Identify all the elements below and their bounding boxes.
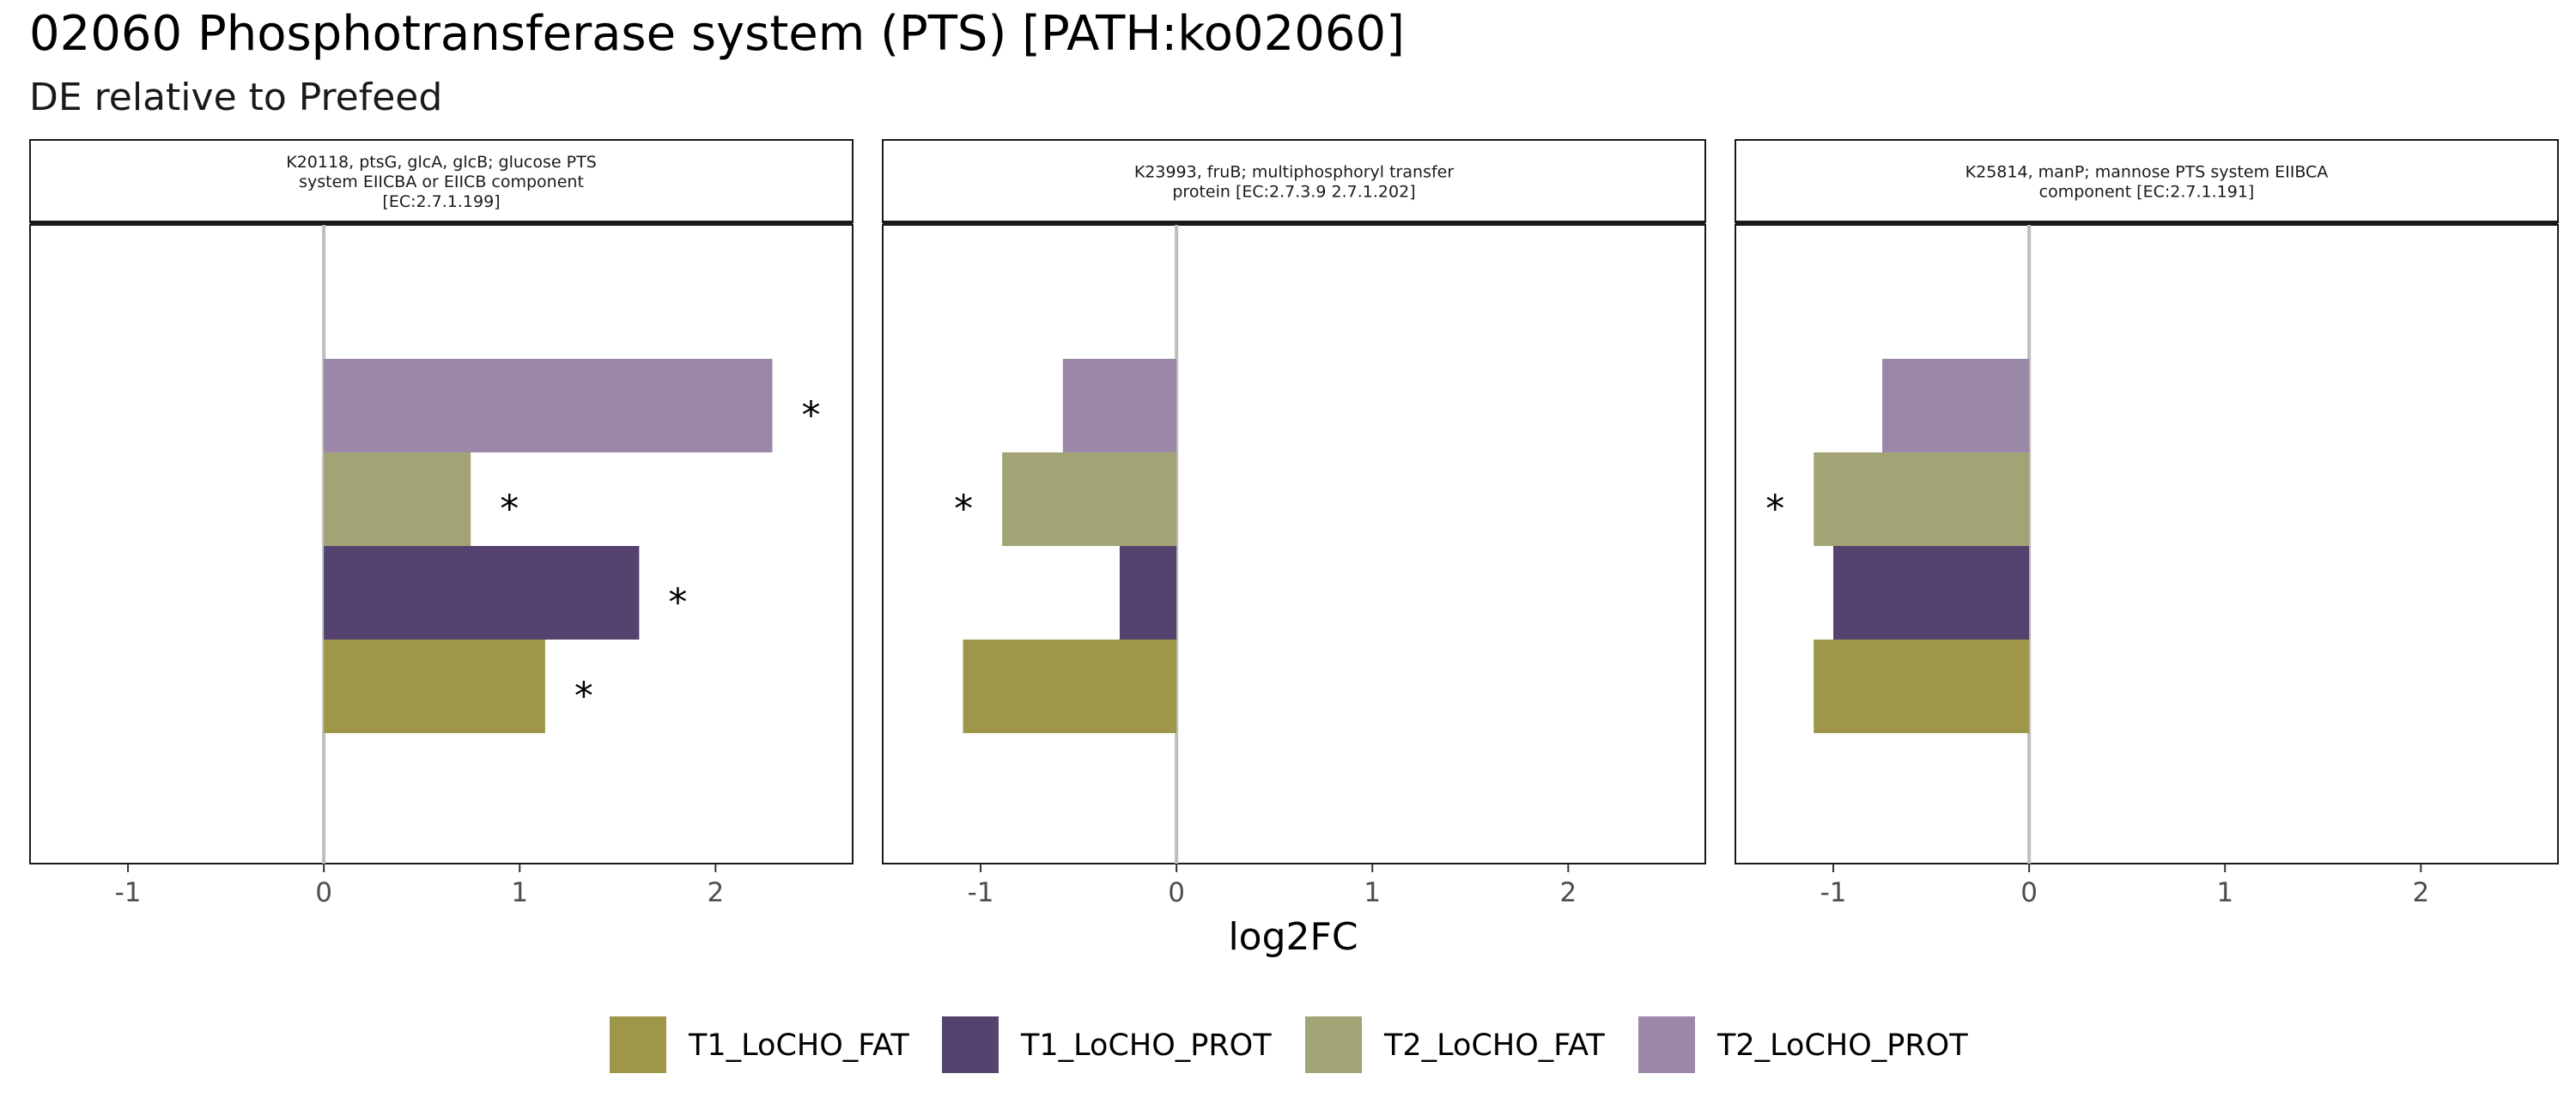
bar <box>1119 546 1177 640</box>
legend-key <box>1305 1016 1362 1073</box>
bar <box>963 640 1177 733</box>
bar <box>1002 452 1177 546</box>
strip-label-line: [EC:2.7.1.199] <box>382 192 500 211</box>
strip-label-line: K20118, ptsG, glcA, glcB; glucose PTS <box>286 153 597 172</box>
x-tick-label: 1 <box>2216 877 2233 908</box>
strip-label-line: component [EC:2.7.1.191] <box>2039 183 2255 202</box>
strip-label-line: system EIICBA or EIICB component <box>299 173 584 191</box>
significance-marker: * <box>954 488 973 531</box>
x-tick-label: 0 <box>1168 877 1185 908</box>
bar <box>1833 546 2030 640</box>
x-tick-label: -1 <box>115 877 142 908</box>
facet-panel: K20118, ptsG, glcA, glcB; glucose PTSsys… <box>29 139 854 908</box>
legend-label: T1_LoCHO_PROT <box>1020 1028 1272 1063</box>
legend-key <box>1638 1016 1695 1073</box>
legend-item: T1_LoCHO_FAT <box>610 1016 909 1073</box>
legend-key <box>942 1016 999 1073</box>
x-tick-label: 0 <box>2020 877 2038 908</box>
x-tick-label: 2 <box>707 877 724 908</box>
bar <box>324 640 545 733</box>
x-tick-label: -1 <box>968 877 994 908</box>
legend-item: T2_LoCHO_PROT <box>1638 1016 1968 1073</box>
chart-subtitle: DE relative to Prefeed <box>29 76 442 119</box>
significance-marker: * <box>1765 488 1784 531</box>
facet-panels: K20118, ptsG, glcA, glcB; glucose PTSsys… <box>29 139 2559 908</box>
legend: T1_LoCHO_FAT T1_LoCHO_PROT T2_LoCHO_FAT T2_… <box>610 1016 1968 1073</box>
bar <box>1062 359 1177 452</box>
bar <box>324 359 773 452</box>
x-tick-label: -1 <box>1820 877 1847 908</box>
x-tick-label: 2 <box>1559 877 1577 908</box>
legend-item: T1_LoCHO_PROT <box>942 1016 1272 1073</box>
bar <box>1882 359 2030 452</box>
strip-box <box>29 139 854 223</box>
x-tick-label: 1 <box>511 877 528 908</box>
chart-title: 02060 Phosphotransferase system (PTS) [P… <box>29 6 1405 62</box>
strip-label-line: protein [EC:2.7.3.9 2.7.1.202] <box>1172 183 1415 202</box>
x-tick-label: 1 <box>1364 877 1381 908</box>
legend-item: T2_LoCHO_FAT <box>1305 1016 1605 1073</box>
legend-label: T2_LoCHO_FAT <box>1383 1028 1605 1063</box>
legend-label: T1_LoCHO_FAT <box>688 1028 909 1063</box>
bar <box>1814 452 2030 546</box>
legend-label: T2_LoCHO_PROT <box>1716 1028 1968 1063</box>
significance-marker: * <box>801 394 820 438</box>
bar <box>324 546 640 640</box>
x-tick-label: 2 <box>2412 877 2429 908</box>
plot-area <box>1735 224 2559 864</box>
facet-panel: K25814, manP; mannose PTS system EIIBCAc… <box>1735 139 2559 908</box>
significance-marker: * <box>668 581 687 625</box>
strip-label-line: K23993, fruB; multiphosphoryl transfer <box>1134 163 1455 182</box>
strip-box <box>882 139 1706 223</box>
strip-label-line: K25814, manP; mannose PTS system EIIBCA <box>1965 163 2329 182</box>
x-axis-label: log2FC <box>1228 915 1358 959</box>
bar <box>324 452 471 546</box>
facet-panel: K23993, fruB; multiphosphoryl transferpr… <box>882 139 1706 908</box>
bar <box>1814 640 2030 733</box>
significance-marker: * <box>574 675 593 719</box>
significance-marker: * <box>500 488 519 531</box>
legend-key <box>610 1016 666 1073</box>
x-tick-label: 0 <box>315 877 332 908</box>
